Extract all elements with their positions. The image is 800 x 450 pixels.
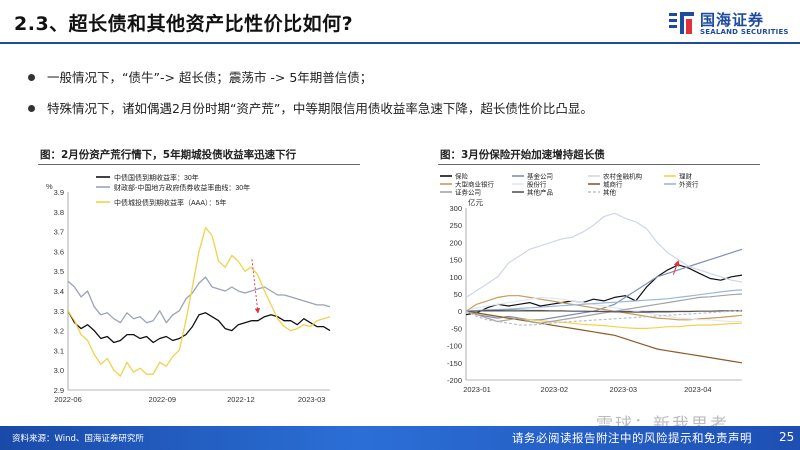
y-axis-unit-label: % xyxy=(46,182,53,191)
y-tick-label: 3.5 xyxy=(54,267,64,276)
figure-rule-left xyxy=(38,164,360,165)
legend-label: 农村金融机构 xyxy=(603,172,643,181)
figure-title-left: 图：2月份资产荒行情下，5年期城投债收益率迅速下行 xyxy=(40,149,297,161)
y-tick-label: 250 xyxy=(449,221,462,230)
x-tick-label: 2022-12 xyxy=(227,395,255,404)
bullet-item: 特殊情况下，诸如偶遇2月份时期“资产荒”，中等期限信用债收益率急速下降，超长债性… xyxy=(28,98,593,117)
x-tick-label: 2023-03 xyxy=(298,395,326,404)
yield-line-chart: 3.9 3.8 3.7 3.6 3.5 3.4 3.3 3.2 3.1 3.0 2.9% 2022-0… xyxy=(46,173,331,404)
series-line-1 xyxy=(465,264,743,316)
y-tick-label: -150 xyxy=(447,359,462,368)
figure-rule-right xyxy=(438,164,760,165)
x-tick-label: 2023-01 xyxy=(463,385,491,394)
bullet-text: 特殊情况下，诸如偶遇2月份时期“资产荒”，中等期限信用债收益率急速下降，超长债性… xyxy=(47,101,593,116)
series-line-9 xyxy=(465,293,743,324)
legend-label: 股份行 xyxy=(527,180,547,189)
company-logo: 国海证券 SEALAND SECURITIES xyxy=(668,8,792,40)
legend-label: 财政部-中国地方政府债券收益率曲线：30年 xyxy=(114,183,250,192)
footer-bar xyxy=(0,426,800,450)
legend-label: 城商行 xyxy=(603,180,623,189)
y-tick-label: 300 xyxy=(449,204,462,213)
x-tick-label: 2023-02 xyxy=(541,385,569,394)
bullet-text: 一般情况下，“债牛”-> 超长债；震荡市 -> 5年期普信债； xyxy=(47,70,373,85)
y-tick-label: 3.8 xyxy=(54,208,64,217)
disclaimer-link[interactable]: 请务必阅读报告附注中的风险提示和免责声明 xyxy=(512,431,752,445)
legend-label: 证券公司 xyxy=(455,188,481,197)
x-tick-label: 2023-03 xyxy=(610,385,638,394)
y-tick-label: -100 xyxy=(447,342,462,351)
y-tick-label: 3.4 xyxy=(54,287,64,296)
y-tick-label: 0 xyxy=(458,307,462,316)
series-line-3 xyxy=(465,212,743,298)
legend-label: 保险 xyxy=(455,172,469,181)
y-axis-unit-label: 亿元 xyxy=(468,197,483,207)
y-tick-label: -50 xyxy=(451,324,462,333)
annotation-arrow xyxy=(672,260,680,275)
y-tick-label: 3.0 xyxy=(54,366,64,375)
legend-label: 理财 xyxy=(679,172,693,181)
source-note: 资料来源：Wind、国海证券研究所 xyxy=(12,434,144,444)
legend-label: 基金公司 xyxy=(527,172,553,181)
y-tick-label: 2.9 xyxy=(54,386,64,395)
series-line-2 xyxy=(67,276,331,324)
x-tick-label: 2022-06 xyxy=(54,395,82,404)
legend-label: 中债城投债到期收益率（AAA）：5年 xyxy=(114,198,226,207)
logo-text-cn: 国海证券 xyxy=(700,11,765,29)
y-tick-label: 3.7 xyxy=(54,228,64,237)
x-tick-label: 2023-04 xyxy=(684,385,712,394)
page-number: 25 xyxy=(779,430,795,444)
legend-label: 大型商业银行 xyxy=(455,180,495,189)
series-line-8 xyxy=(465,289,743,312)
y-tick-label: 3.1 xyxy=(54,346,64,355)
series-line-6 xyxy=(465,296,742,323)
holdings-line-chart: 300 250 200 150 100 50 0 -50 -100 -150 -200 亿元 2023-… xyxy=(440,172,743,394)
legend-label: 其他产品 xyxy=(527,188,553,197)
y-tick-label: 50 xyxy=(454,290,462,299)
x-tick-label: 2022-09 xyxy=(149,395,177,404)
series-line-10 xyxy=(466,309,743,313)
legend-label: 其他 xyxy=(603,188,617,197)
legend-label: 中债国债到期收益率：30年 xyxy=(114,173,199,182)
bullet-dot-icon xyxy=(28,105,35,112)
y-tick-label: -200 xyxy=(447,376,462,385)
y-tick-label: 150 xyxy=(449,256,462,265)
annotation-arrow xyxy=(251,259,261,314)
page-title: 2.3、超长债和其他资产比性价比如何? xyxy=(14,13,354,35)
title-divider xyxy=(0,42,800,44)
logo-text-en: SEALAND SECURITIES xyxy=(700,28,789,36)
y-tick-label: 3.9 xyxy=(54,188,64,197)
legend-label: 外资行 xyxy=(679,180,699,189)
y-tick-label: 100 xyxy=(449,273,462,282)
series-line-3 xyxy=(67,226,331,377)
bullet-dot-icon xyxy=(28,74,35,81)
y-tick-label: 3.2 xyxy=(54,327,64,336)
series-line-1 xyxy=(67,310,331,344)
logo-mark-icon xyxy=(669,12,694,34)
y-tick-label: 3.3 xyxy=(54,307,64,316)
series-line-2 xyxy=(465,248,743,321)
figure-title-right: 图：3月份保险开始加速增持超长债 xyxy=(440,149,605,161)
y-tick-label: 200 xyxy=(449,238,462,247)
series-line-11 xyxy=(465,309,743,326)
y-tick-label: 3.6 xyxy=(54,247,64,256)
bullet-item: 一般情况下，“债牛”-> 超长债；震荡市 -> 5年期普信债； xyxy=(28,67,372,86)
